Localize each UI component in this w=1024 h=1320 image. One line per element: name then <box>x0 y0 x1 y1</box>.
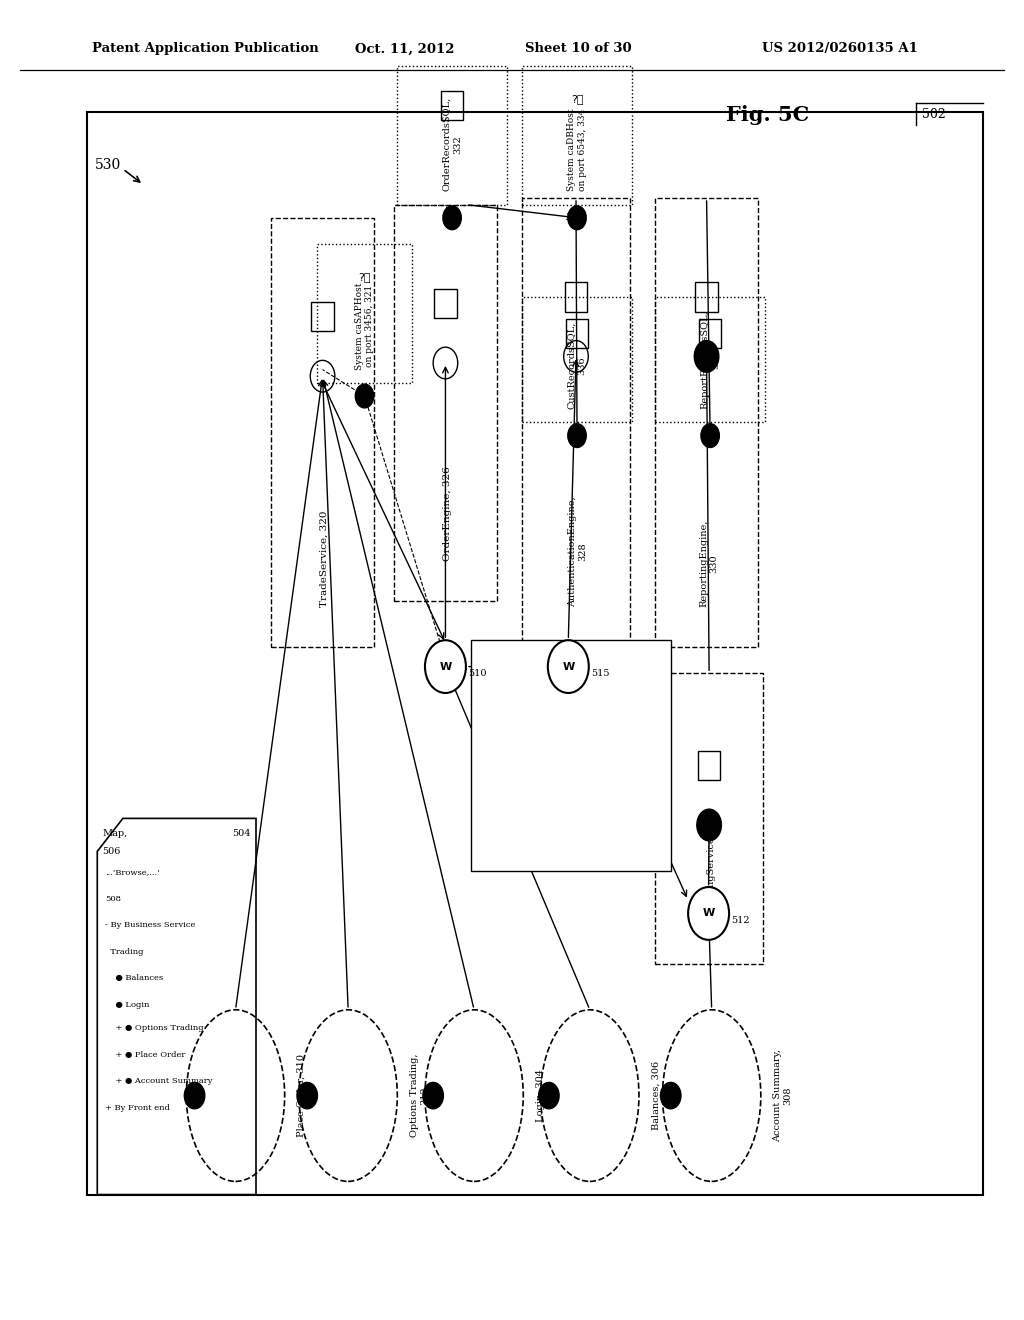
Bar <box>271 218 374 647</box>
Text: AuthenticationEngine,
328: AuthenticationEngine, 328 <box>568 496 588 607</box>
Text: OrderEngine, 326: OrderEngine, 326 <box>443 466 452 561</box>
Text: ?ⓘ: ?ⓘ <box>570 94 584 104</box>
Bar <box>317 244 412 383</box>
Text: + ● Account Summary: + ● Account Summary <box>105 1077 213 1085</box>
Text: 530: 530 <box>94 158 121 172</box>
Text: ...'Browse,...': ...'Browse,...' <box>105 869 160 876</box>
Bar <box>695 282 718 312</box>
Bar <box>434 289 457 318</box>
Text: -Show Locations for "Login": -Show Locations for "Login" <box>479 767 608 776</box>
Bar <box>655 673 763 964</box>
Text: CustRecordsSQL,
336: CustRecordsSQL, 336 <box>567 322 587 409</box>
Circle shape <box>355 384 374 408</box>
Text: OrderRecordsSQL,
332: OrderRecordsSQL, 332 <box>442 98 462 191</box>
Bar <box>522 66 632 205</box>
Text: + ● Options Trading: + ● Options Trading <box>105 1024 204 1032</box>
Text: Account Summary,
308: Account Summary, 308 <box>773 1049 793 1142</box>
Text: ● Login: ● Login <box>105 1001 150 1008</box>
Bar <box>311 302 334 331</box>
Circle shape <box>548 640 589 693</box>
Text: Balances, 306: Balances, 306 <box>651 1061 660 1130</box>
Bar <box>394 205 497 601</box>
Circle shape <box>442 206 461 230</box>
Text: ?ⓘ: ?ⓘ <box>358 272 371 282</box>
Text: 504: 504 <box>232 829 251 838</box>
Circle shape <box>297 1082 317 1109</box>
Bar <box>698 319 721 348</box>
Circle shape <box>425 640 466 693</box>
Text: Sheet 10 of 30: Sheet 10 of 30 <box>525 42 632 55</box>
Text: -Display Map of "Login": -Display Map of "Login" <box>479 680 588 689</box>
Text: 515: 515 <box>591 669 609 677</box>
Text: 512: 512 <box>731 916 750 924</box>
Bar <box>565 282 588 312</box>
Text: ReportRecordsSQL,
338: ReportRecordsSQL, 338 <box>700 310 720 409</box>
Circle shape <box>688 887 729 940</box>
Text: W: W <box>562 661 574 672</box>
Bar <box>397 66 507 205</box>
Text: - By Business Service: - By Business Service <box>105 921 196 929</box>
Text: Map,: Map, <box>102 829 128 838</box>
Circle shape <box>660 1082 681 1109</box>
Bar <box>655 297 765 422</box>
Bar <box>565 319 588 348</box>
Circle shape <box>567 424 586 447</box>
Circle shape <box>184 1082 205 1109</box>
Circle shape <box>539 1082 559 1109</box>
Text: Options Trading,
312: Options Trading, 312 <box>410 1053 429 1138</box>
Text: TradeService, 320: TradeService, 320 <box>321 511 329 607</box>
Text: Oct. 11, 2012: Oct. 11, 2012 <box>354 42 455 55</box>
Text: + ● Place Order: + ● Place Order <box>105 1051 185 1059</box>
Text: Login, 304: Login, 304 <box>536 1069 545 1122</box>
Text: US 2012/0260135 A1: US 2012/0260135 A1 <box>762 42 918 55</box>
Text: 510: 510 <box>468 669 486 677</box>
Text: Trading: Trading <box>105 948 144 956</box>
Bar <box>440 91 463 120</box>
Text: ReportingEngine,
330: ReportingEngine, 330 <box>699 520 718 607</box>
Text: System caDBHost
on port 6543, 334: System caDBHost on port 6543, 334 <box>567 108 587 191</box>
Circle shape <box>694 341 719 372</box>
Text: ReportingService, 324: ReportingService, 324 <box>707 812 716 924</box>
Text: System caSAPHost
on port 3456, 321: System caSAPHost on port 3456, 321 <box>355 282 374 370</box>
Text: + By Front end: + By Front end <box>105 1104 170 1111</box>
Text: Place Order, 310: Place Order, 310 <box>297 1055 306 1137</box>
Text: Fig. 5C: Fig. 5C <box>726 104 810 125</box>
Bar <box>655 198 758 647</box>
Bar <box>87 112 983 1195</box>
Text: -Find matching transactions: -Find matching transactions <box>479 723 609 733</box>
Text: W: W <box>702 908 715 919</box>
Circle shape <box>567 206 586 230</box>
Text: ● Balances: ● Balances <box>105 974 164 982</box>
Text: 506: 506 <box>102 847 121 857</box>
Text: 508: 508 <box>105 895 122 903</box>
Circle shape <box>696 809 721 841</box>
Text: 502: 502 <box>922 108 945 121</box>
Text: W: W <box>439 661 452 672</box>
Bar <box>471 640 671 871</box>
Circle shape <box>700 424 719 447</box>
Circle shape <box>423 1082 443 1109</box>
Text: Patent Application Publication: Patent Application Publication <box>92 42 318 55</box>
Bar <box>522 297 632 422</box>
Bar <box>698 751 721 780</box>
Bar <box>522 198 630 647</box>
Text: -View Health Metrics for "Login": -View Health Metrics for "Login" <box>479 810 629 820</box>
Text: 532: 532 <box>476 647 500 657</box>
